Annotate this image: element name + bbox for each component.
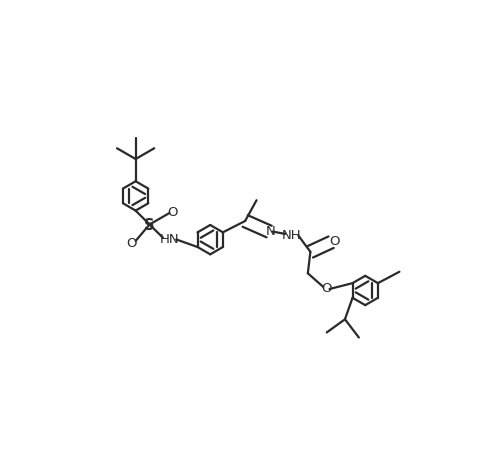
Text: S: S	[144, 217, 155, 233]
Text: O: O	[321, 282, 331, 295]
Text: HN: HN	[159, 233, 179, 245]
Text: N: N	[266, 225, 276, 238]
Text: O: O	[167, 205, 178, 218]
Text: O: O	[329, 234, 340, 247]
Text: NH: NH	[282, 228, 301, 242]
Text: O: O	[126, 237, 137, 250]
